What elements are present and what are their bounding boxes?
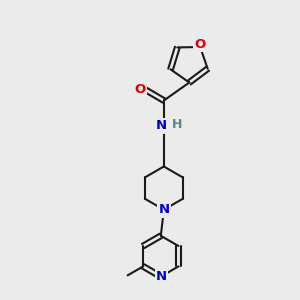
Text: O: O (135, 83, 146, 96)
Text: H: H (172, 118, 182, 131)
Text: N: N (156, 270, 167, 283)
Text: N: N (158, 203, 169, 216)
Text: O: O (195, 38, 206, 50)
Text: N: N (155, 119, 167, 133)
